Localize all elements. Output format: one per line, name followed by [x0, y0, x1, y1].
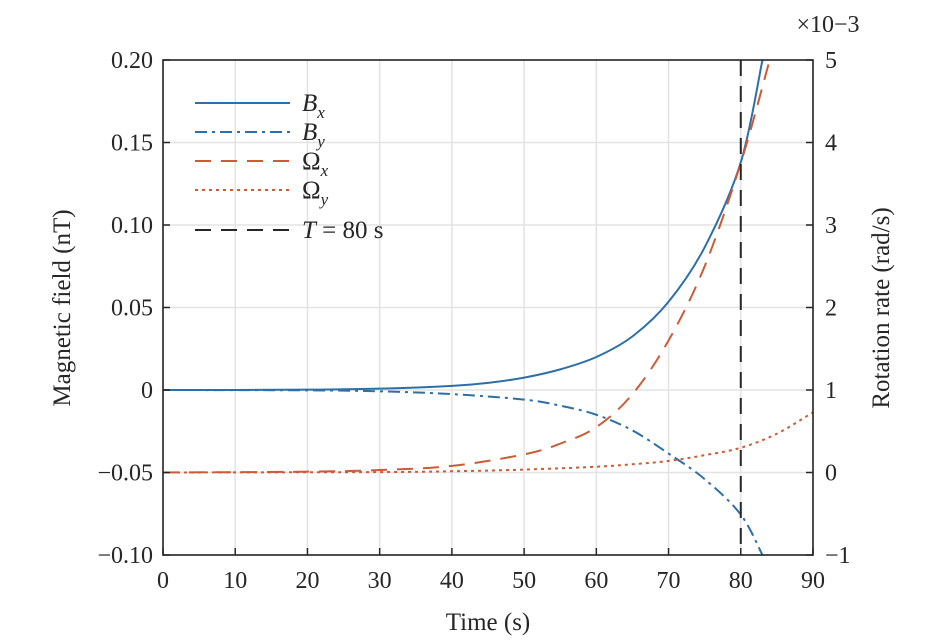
y-right-tick-label: 2 [825, 296, 837, 322]
x-tick-label: 80 [729, 568, 753, 594]
grid [162, 59, 814, 556]
series-solid-x [163, 60, 764, 392]
legend-label: T = 80 s [302, 217, 383, 244]
y-right-tick-label: 5 [825, 48, 837, 74]
x-tick-label: 20 [295, 568, 319, 594]
y-right-tick-label: 1 [825, 378, 837, 404]
y-right-tick-label: 3 [825, 213, 837, 239]
x-tick-label: 0 [157, 568, 169, 594]
x-tick-label: 90 [801, 568, 825, 594]
y-left-tick-label: 0.15 [111, 131, 153, 157]
legend-label: Ωy [302, 177, 329, 209]
y-left-tick-label: 0.05 [111, 296, 153, 322]
y-left-tick-label: −0.10 [97, 543, 153, 569]
series-dotted-y [163, 411, 813, 474]
series-dashdot-y [163, 389, 764, 555]
x-tick-label: 70 [657, 568, 681, 594]
x-tick-label: 10 [223, 568, 247, 594]
right-axis-exponent: ×10−3 [796, 12, 859, 38]
y-right-tick-label: 0 [825, 461, 837, 487]
x-tick-label: 50 [512, 568, 536, 594]
x-axis-label: Time (s) [446, 609, 531, 636]
series-layer [163, 60, 813, 555]
ticks: 0 10 20 30 40 50 60 70 80 90−0.10−0.0500.050.100.… [97, 48, 850, 594]
legend-label: By [302, 119, 325, 151]
y-left-tick-label: 0.20 [111, 48, 153, 74]
x-tick-label: 60 [584, 568, 608, 594]
y-right-tick-label: −1 [825, 543, 851, 569]
y-axis-right-label: Rotation rate (rad/s) [868, 207, 895, 408]
legend-label: Ωx [302, 148, 329, 180]
y-right-tick-label: 4 [825, 131, 837, 157]
y-left-tick-label: 0.10 [111, 213, 153, 239]
series-dashed-x [163, 60, 771, 474]
x-tick-label: 30 [368, 568, 392, 594]
y-left-tick-label: −0.05 [97, 461, 153, 487]
x-tick-label: 40 [440, 568, 464, 594]
legend-label: Bx [302, 90, 325, 122]
y-left-tick-label: 0 [141, 378, 153, 404]
y-axis-left-label: Magnetic field (nT) [49, 209, 76, 406]
